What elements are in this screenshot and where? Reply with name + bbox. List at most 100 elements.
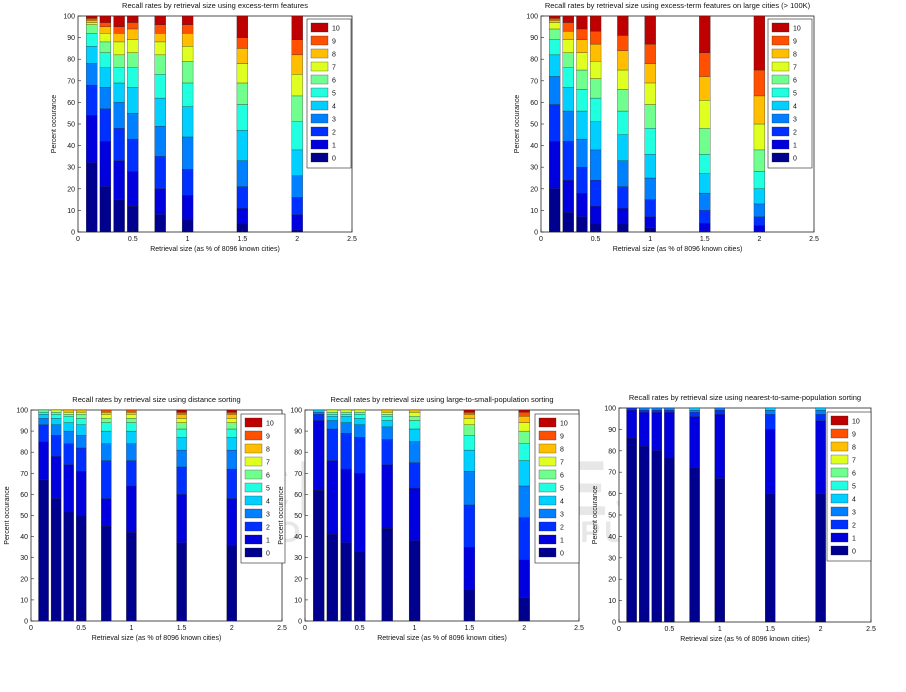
y-tick-label: 40 (67, 143, 75, 150)
bar-segment (518, 559, 530, 598)
bar-segment (76, 409, 87, 413)
bar-segment (651, 412, 662, 451)
legend-swatch (830, 428, 849, 439)
y-tick-label: 10 (294, 597, 302, 604)
bar-segment (463, 589, 476, 622)
y-tick-label: 50 (20, 513, 28, 520)
bar-segment (99, 15, 112, 23)
legend-label: 10 (793, 26, 801, 33)
y-axis-label: Percent occurance (4, 486, 11, 544)
bar-segment (63, 422, 74, 432)
bar-segment (236, 186, 249, 209)
legend-swatch (771, 100, 790, 111)
legend-swatch (538, 508, 557, 519)
x-tick-label: 1 (648, 236, 652, 243)
bar-segment (50, 498, 62, 622)
bar-segment (126, 411, 137, 415)
y-tick-label: 70 (530, 78, 538, 85)
bar-segment (714, 409, 725, 415)
legend-swatch (310, 152, 329, 163)
y-tick-label: 50 (530, 122, 538, 129)
bar-segment (313, 414, 325, 421)
bar-segment (463, 449, 476, 472)
legend-label: 9 (266, 434, 270, 441)
bar-segment (714, 407, 725, 411)
bar-segment (226, 428, 237, 438)
bar-segment (99, 26, 112, 34)
bar-segment (38, 411, 49, 415)
bar-segment (765, 414, 776, 430)
legend-swatch (771, 35, 790, 46)
bar-segment (154, 24, 166, 34)
bar-segment (576, 192, 588, 218)
y-tick-label: 30 (67, 165, 75, 172)
y-tick-label: 40 (608, 534, 616, 541)
bar-segment (664, 457, 675, 623)
bar-segment (99, 41, 112, 53)
bar-segment (518, 409, 530, 413)
bar-segment (113, 54, 125, 68)
bar-segment (340, 422, 352, 434)
x-tick-label: 2 (757, 236, 761, 243)
bar-segment (226, 414, 237, 419)
bar-segment (126, 414, 137, 419)
legend-swatch (244, 456, 263, 467)
y-tick-label: 100 (290, 408, 302, 415)
y-tick-label: 70 (294, 471, 302, 478)
bar-segment (753, 149, 766, 172)
legend-label: 4 (332, 104, 336, 111)
y-tick-label: 60 (20, 492, 28, 499)
bar-segment (291, 121, 303, 151)
legend-label: 8 (266, 447, 270, 454)
bar-segment (176, 409, 187, 413)
bar-segment (765, 409, 776, 415)
bar-segment (354, 409, 366, 413)
y-tick-label: 10 (608, 598, 616, 605)
legend-label: 5 (266, 486, 270, 493)
x-axis-label: Retrieval size (as % of 8096 known citie… (150, 246, 280, 253)
bar-segment (291, 74, 303, 97)
bar-segment (126, 485, 137, 533)
y-tick-label: 20 (20, 576, 28, 583)
y-tick-label: 80 (20, 450, 28, 457)
x-tick-label: 2 (522, 625, 526, 632)
legend-swatch (310, 139, 329, 150)
legend-swatch (771, 152, 790, 163)
bar-segment (644, 63, 656, 84)
bar-segment (101, 430, 112, 444)
bar-segment (408, 411, 421, 417)
bar-segment (562, 141, 574, 181)
x-tick-label: 1 (129, 625, 133, 632)
bar-segment (689, 416, 700, 469)
y-tick-label: 30 (530, 165, 538, 172)
legend-swatch (830, 506, 849, 517)
y-tick-label: 80 (530, 57, 538, 64)
legend-label: 1 (266, 538, 270, 545)
bar-segment (176, 428, 187, 438)
legend-label: 5 (560, 486, 564, 493)
bar-segment (101, 422, 112, 432)
bar-segment (236, 160, 249, 187)
x-tick-label: 0.5 (76, 625, 86, 632)
bar-segment (291, 95, 303, 122)
y-tick-label: 30 (294, 555, 302, 562)
bar-segment (463, 471, 476, 506)
bar-segment (765, 407, 776, 411)
y-tick-label: 20 (67, 186, 75, 193)
bar-segment (181, 136, 194, 170)
bar-segment (549, 188, 561, 233)
bar-segment (354, 551, 366, 622)
bar-segment (38, 424, 49, 442)
x-tick-label: 2 (295, 236, 299, 243)
bar-segment (518, 485, 530, 518)
y-tick-label: 90 (608, 427, 616, 434)
legend-label: 9 (793, 39, 797, 46)
bar-segment (689, 467, 700, 623)
bar-segment (313, 420, 325, 491)
bar-segment (176, 411, 187, 415)
bar-segment (549, 22, 561, 30)
bar-segment (644, 104, 656, 129)
legend-label: 6 (793, 78, 797, 85)
bar-segment (617, 223, 629, 233)
